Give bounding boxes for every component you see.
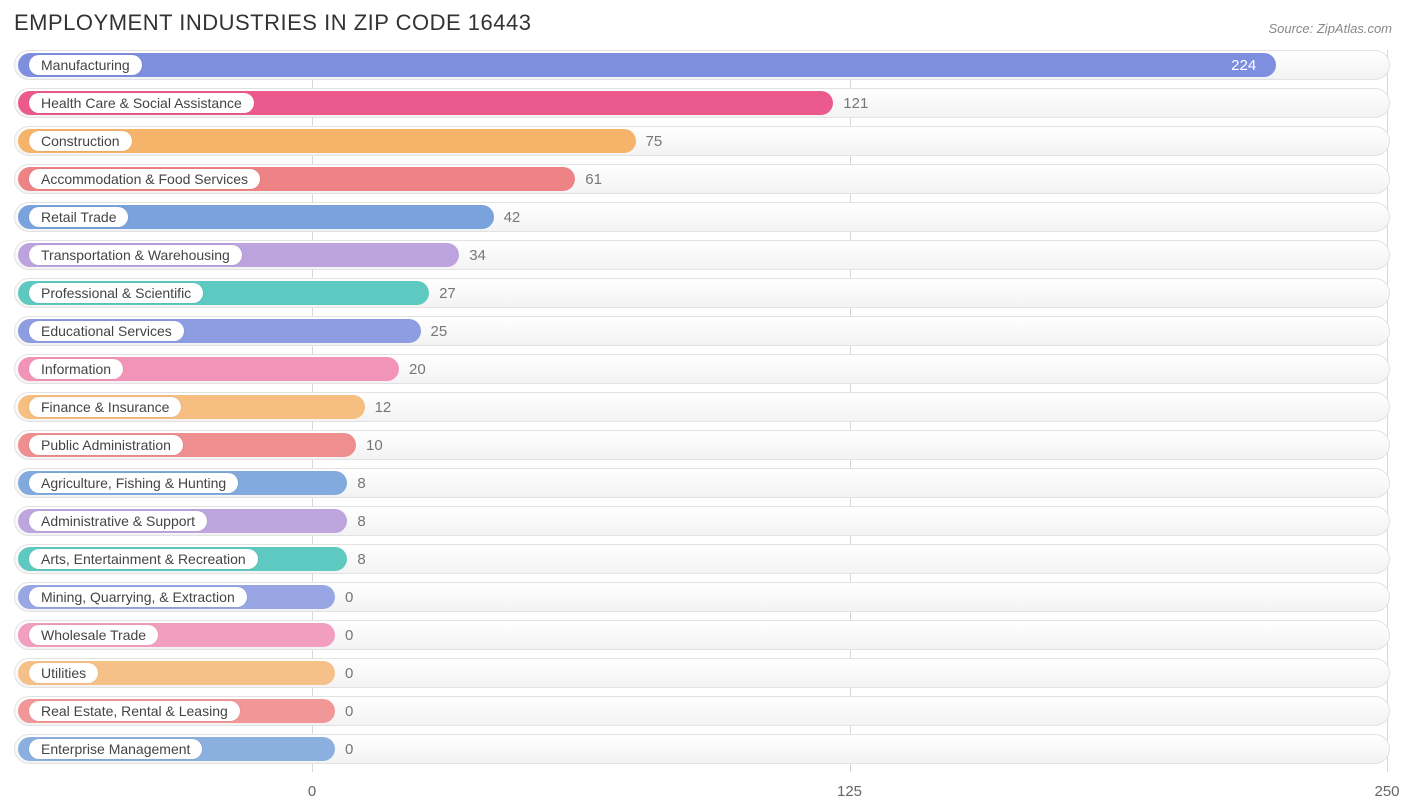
chart-area: Manufacturing 224 Health Care & Social Ass… <box>14 50 1392 800</box>
bar-value: 0 <box>345 659 353 687</box>
bar-row: Retail Trade 42 <box>14 202 1390 232</box>
axis-tick-label: 250 <box>1374 783 1399 800</box>
bar-label: Transportation & Warehousing <box>29 245 242 265</box>
chart-header: EMPLOYMENT INDUSTRIES IN ZIP CODE 16443 … <box>14 10 1392 36</box>
bar-label: Professional & Scientific <box>29 283 203 303</box>
bar-value: 0 <box>345 697 353 725</box>
bar-label: Information <box>29 359 123 379</box>
bar-label: Agriculture, Fishing & Hunting <box>29 473 238 493</box>
bar-label: Finance & Insurance <box>29 397 181 417</box>
bar-row: Arts, Entertainment & Recreation 8 <box>14 544 1390 574</box>
bar-label: Construction <box>29 131 132 151</box>
bar-label: Accommodation & Food Services <box>29 169 260 189</box>
bar-label: Enterprise Management <box>29 739 202 759</box>
bar-label: Public Administration <box>29 435 183 455</box>
bar-row: Construction 75 <box>14 126 1390 156</box>
bar-row: Professional & Scientific 27 <box>14 278 1390 308</box>
bar-value: 12 <box>375 393 392 421</box>
bar-row: Accommodation & Food Services 61 <box>14 164 1390 194</box>
bar-value: 75 <box>646 127 663 155</box>
bar-label: Utilities <box>29 663 98 683</box>
bar-value: 0 <box>345 735 353 763</box>
bar-row: Agriculture, Fishing & Hunting 8 <box>14 468 1390 498</box>
bar-value: 8 <box>357 545 365 573</box>
bar-row: Mining, Quarrying, & Extraction 0 <box>14 582 1390 612</box>
bar-value: 121 <box>843 89 868 117</box>
chart-rows: Manufacturing 224 Health Care & Social Ass… <box>14 50 1392 764</box>
bar-value: 0 <box>345 621 353 649</box>
bar-label: Administrative & Support <box>29 511 207 531</box>
bar-row: Finance & Insurance 12 <box>14 392 1390 422</box>
bar-row: Information 20 <box>14 354 1390 384</box>
chart-title: EMPLOYMENT INDUSTRIES IN ZIP CODE 16443 <box>14 10 532 36</box>
bar-label: Arts, Entertainment & Recreation <box>29 549 258 569</box>
bar-value: 8 <box>357 469 365 497</box>
bar-value: 224 <box>1231 51 1256 79</box>
bar-value: 27 <box>439 279 456 307</box>
bar-row: Real Estate, Rental & Leasing 0 <box>14 696 1390 726</box>
bar-row: Transportation & Warehousing 34 <box>14 240 1390 270</box>
bar-label: Educational Services <box>29 321 184 341</box>
bar-value: 20 <box>409 355 426 383</box>
bar-row: Manufacturing 224 <box>14 50 1390 80</box>
bar-label: Health Care & Social Assistance <box>29 93 254 113</box>
bar-value: 10 <box>366 431 383 459</box>
bar-row: Public Administration 10 <box>14 430 1390 460</box>
bar-label: Mining, Quarrying, & Extraction <box>29 587 247 607</box>
bar-fill <box>18 53 1276 77</box>
bar-row: Wholesale Trade 0 <box>14 620 1390 650</box>
bar-label: Wholesale Trade <box>29 625 158 645</box>
axis-tick-label: 0 <box>308 783 316 800</box>
bar-label: Real Estate, Rental & Leasing <box>29 701 240 721</box>
bar-label: Retail Trade <box>29 207 128 227</box>
bar-value: 25 <box>431 317 448 345</box>
bar-value: 34 <box>469 241 486 269</box>
bar-row: Utilities 0 <box>14 658 1390 688</box>
bar-value: 61 <box>585 165 602 193</box>
bar-row: Administrative & Support 8 <box>14 506 1390 536</box>
axis-tick-label: 125 <box>837 783 862 800</box>
bar-value: 8 <box>357 507 365 535</box>
bar-row: Enterprise Management 0 <box>14 734 1390 764</box>
bar-row: Health Care & Social Assistance 121 <box>14 88 1390 118</box>
bar-label: Manufacturing <box>29 55 142 75</box>
bar-value: 42 <box>504 203 521 231</box>
bar-row: Educational Services 25 <box>14 316 1390 346</box>
bar-value: 0 <box>345 583 353 611</box>
chart-source: Source: ZipAtlas.com <box>1268 21 1392 36</box>
